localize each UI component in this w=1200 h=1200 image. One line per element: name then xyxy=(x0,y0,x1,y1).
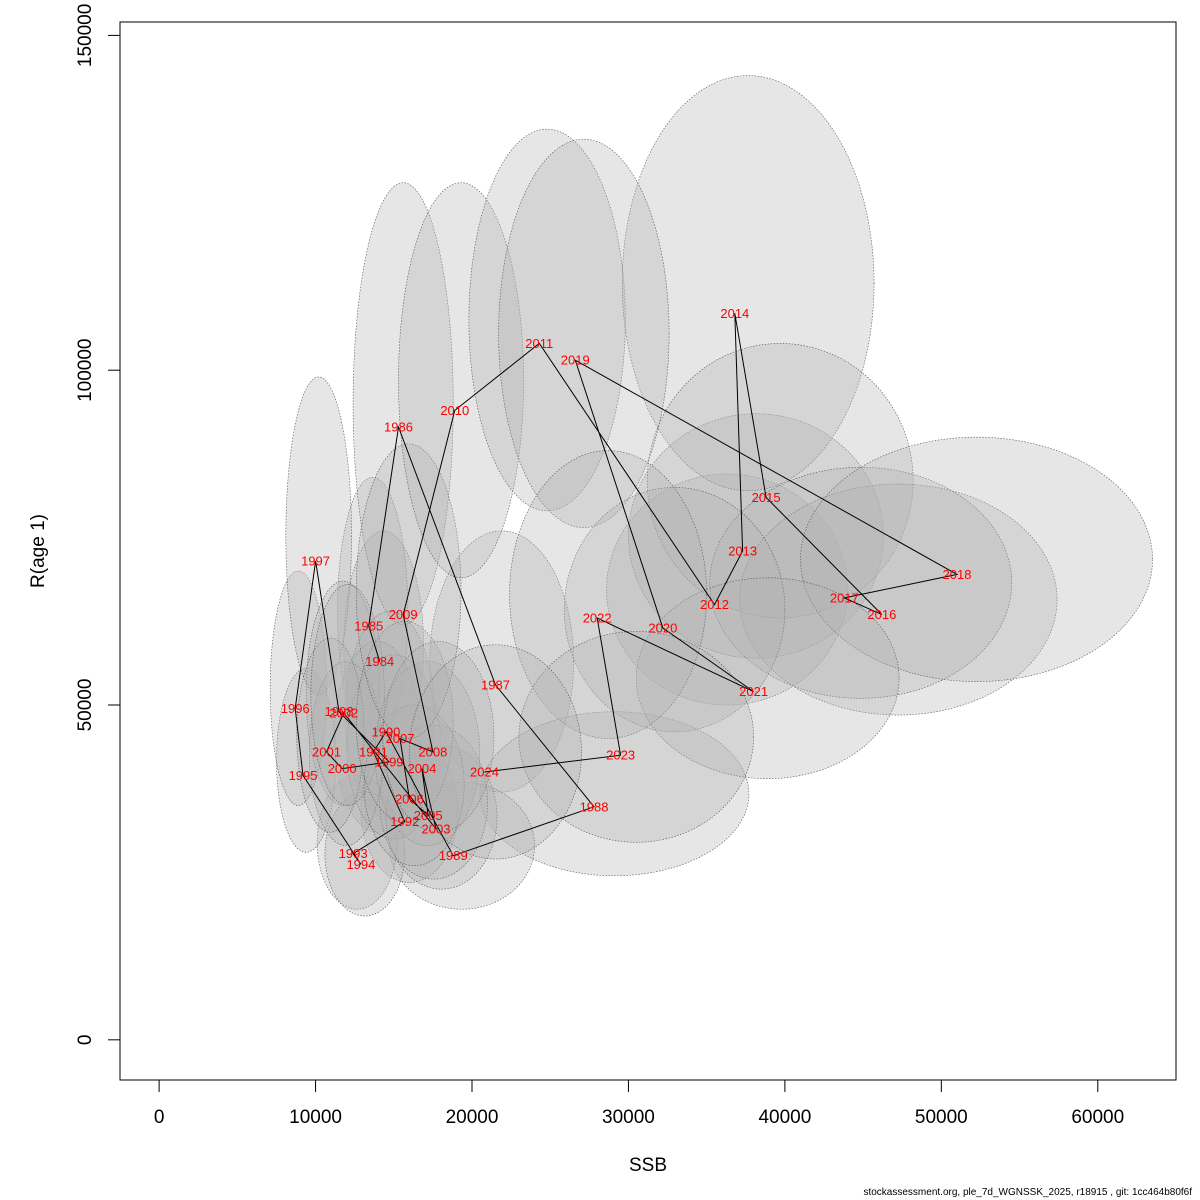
ellipse-2024 xyxy=(409,644,582,860)
ellipse-2018 xyxy=(800,436,1153,682)
ellipse-2012 xyxy=(606,473,848,706)
x-tick-label-20000: 20000 xyxy=(446,1107,499,1128)
year-path xyxy=(294,313,959,865)
ellipse-2023 xyxy=(518,631,754,843)
year-labels: 1984 1985 1986 1987 1988 1989 1990 1991 1992 1993… xyxy=(281,306,972,872)
y-tick-label-0: 0 xyxy=(75,1035,96,1046)
ellipse-2006 xyxy=(363,704,465,867)
y-tick-label-50000: 50000 xyxy=(75,679,96,732)
point-label-1999: 1999 xyxy=(375,754,404,769)
ellipse-1995 xyxy=(276,667,337,853)
point-label-2014: 2014 xyxy=(720,306,749,321)
ellipse-2021 xyxy=(635,577,900,779)
ellipse-2005 xyxy=(379,724,488,880)
point-label-1997: 1997 xyxy=(301,554,330,569)
point-label-1990: 1990 xyxy=(371,724,400,739)
y-tick-label-100000: 100000 xyxy=(75,338,96,401)
ellipse-1997 xyxy=(285,376,352,696)
point-label-2022: 2022 xyxy=(583,610,612,625)
point-label-2010: 2010 xyxy=(440,403,469,418)
y-tick-label-150000: 150000 xyxy=(75,4,96,67)
point-label-1998: 1998 xyxy=(325,704,354,719)
year-path-line xyxy=(294,313,959,865)
point-label-1994: 1994 xyxy=(346,857,375,872)
y-axis-label: R(age 1) xyxy=(28,514,49,588)
ellipse-1991 xyxy=(334,641,421,833)
ellipse-2019 xyxy=(498,138,670,528)
point-label-2023: 2023 xyxy=(606,748,635,763)
point-label-1985: 1985 xyxy=(354,618,383,633)
y-axis: 0 50000 100000 150000 xyxy=(75,4,121,1046)
point-label-1986: 1986 xyxy=(384,420,413,435)
point-label-2004: 2004 xyxy=(407,761,436,776)
ellipse-2010 xyxy=(398,182,524,579)
x-tick-label-30000: 30000 xyxy=(602,1107,655,1128)
ellipse-1993 xyxy=(316,775,398,910)
ellipse-2013 xyxy=(628,413,884,659)
point-label-2018: 2018 xyxy=(943,567,972,582)
ellipse-2002 xyxy=(310,584,385,806)
point-label-2006: 2006 xyxy=(395,791,424,806)
point-label-2020: 2020 xyxy=(648,621,677,636)
point-label-2019: 2019 xyxy=(561,353,590,368)
ellipse-2014 xyxy=(621,75,875,492)
footer-credit: stockassessment.org, ple_7d_WGNSSK_2025,… xyxy=(863,1187,1192,1198)
point-label-2021: 2021 xyxy=(739,684,768,699)
point-label-2003: 2003 xyxy=(422,821,451,836)
point-label-1995: 1995 xyxy=(289,768,318,783)
point-label-2005: 2005 xyxy=(414,808,443,823)
ellipse-2011 xyxy=(468,128,626,512)
x-axis-label: SSB xyxy=(629,1155,667,1176)
ellipse-2015 xyxy=(646,343,914,619)
point-label-1984: 1984 xyxy=(365,654,394,669)
point-label-1992: 1992 xyxy=(390,814,419,829)
x-tick-label-0: 0 xyxy=(154,1107,165,1128)
point-label-2024: 2024 xyxy=(470,764,499,779)
ellipse-2000 xyxy=(308,661,384,846)
ellipse-1990 xyxy=(344,610,435,820)
point-label-1993: 1993 xyxy=(339,846,368,861)
point-label-2013: 2013 xyxy=(728,544,757,559)
ellipse-2022 xyxy=(509,450,707,739)
ellipse-2020 xyxy=(564,487,786,733)
point-label-2017: 2017 xyxy=(830,590,859,605)
x-axis: 0 10000 20000 30000 40000 50000 60000 xyxy=(154,1079,1124,1128)
confidence-ellipses xyxy=(269,75,1153,917)
point-label-2012: 2012 xyxy=(700,597,729,612)
point-label-2002: 2002 xyxy=(329,706,358,721)
point-label-2007: 2007 xyxy=(386,731,415,746)
point-label-1991: 1991 xyxy=(359,744,388,759)
x-tick-label-50000: 50000 xyxy=(915,1107,968,1128)
ellipse-2001 xyxy=(296,637,365,833)
point-label-2000: 2000 xyxy=(328,761,357,776)
point-label-1989: 1989 xyxy=(439,848,468,863)
ellipse-1992 xyxy=(360,738,459,883)
ellipse-1998 xyxy=(305,580,380,806)
point-label-1988: 1988 xyxy=(580,799,609,814)
ellipse-2016 xyxy=(739,483,1058,716)
ellipse-2003 xyxy=(385,744,498,890)
point-label-2009: 2009 xyxy=(389,607,418,622)
x-tick-label-40000: 40000 xyxy=(758,1107,811,1128)
x-tick-label-10000: 10000 xyxy=(289,1107,342,1128)
point-label-1996: 1996 xyxy=(281,701,310,716)
point-label-2016: 2016 xyxy=(867,607,896,622)
x-tick-label-60000: 60000 xyxy=(1071,1107,1124,1128)
point-label-2001: 2001 xyxy=(312,744,341,759)
point-label-2011: 2011 xyxy=(525,336,553,351)
point-label-2015: 2015 xyxy=(752,490,781,505)
point-label-1987: 1987 xyxy=(481,677,510,692)
ellipse-2017 xyxy=(709,466,1013,699)
point-label-2008: 2008 xyxy=(418,744,447,759)
